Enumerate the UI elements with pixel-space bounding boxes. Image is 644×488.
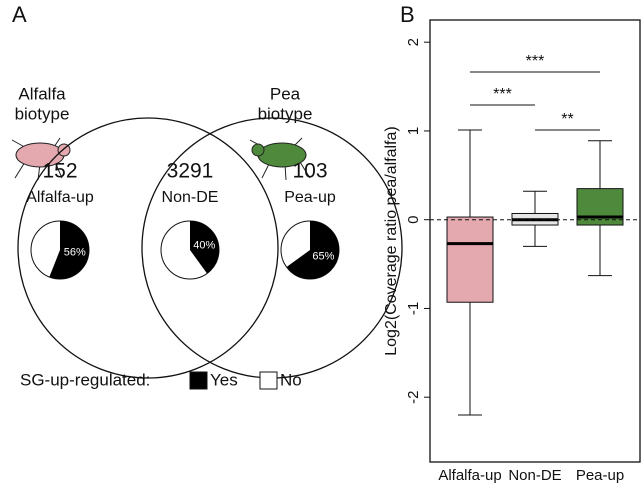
x-tick-label: Pea-up [576, 467, 624, 484]
legend-label: Yes [210, 370, 238, 389]
set-label: Alfalfa [18, 84, 66, 103]
pie-label: 56% [64, 247, 86, 259]
aphid-pea [249, 137, 311, 181]
region-name: Non-DE [162, 189, 219, 206]
pie-slice [190, 221, 220, 274]
legend-title: SG-up-regulated: [20, 370, 150, 389]
y-tick-label: 1 [405, 127, 422, 135]
x-tick-label: Alfalfa-up [438, 467, 501, 484]
region-count: 152 [42, 160, 77, 183]
box [446, 216, 494, 303]
panel-label: B [400, 2, 415, 27]
x-tick-label: Non-DE [508, 467, 561, 484]
legend-label: No [280, 370, 302, 389]
pie-label: 65% [312, 251, 334, 263]
y-tick-label: 0 [405, 216, 422, 224]
significance-label: *** [526, 53, 545, 70]
y-tick-label: 2 [405, 38, 422, 46]
region-count: 103 [292, 160, 327, 183]
legend-swatch [259, 371, 278, 390]
set-label: biotype [258, 104, 313, 123]
set-label: Pea [270, 84, 301, 103]
y-tick-label: -1 [405, 302, 422, 315]
region-name: Alfalfa-up [26, 189, 94, 206]
region-count: 3291 [167, 160, 214, 183]
pie-slice [286, 221, 339, 279]
y-tick-label: -2 [405, 391, 422, 404]
pie-label: 40% [193, 239, 215, 251]
pie-slice [49, 221, 89, 279]
box [576, 188, 624, 226]
y-axis-label: Log2(Coverage ratio pea/alfalfa) [383, 126, 400, 355]
plot-frame [429, 19, 641, 463]
significance-label: *** [493, 86, 512, 103]
significance-label: ** [561, 111, 573, 128]
legend-swatch [189, 371, 208, 390]
region-name: Pea-up [284, 189, 336, 206]
venn-circle [17, 117, 279, 379]
panel-label: A [12, 2, 27, 27]
set-label: biotype [15, 104, 70, 123]
